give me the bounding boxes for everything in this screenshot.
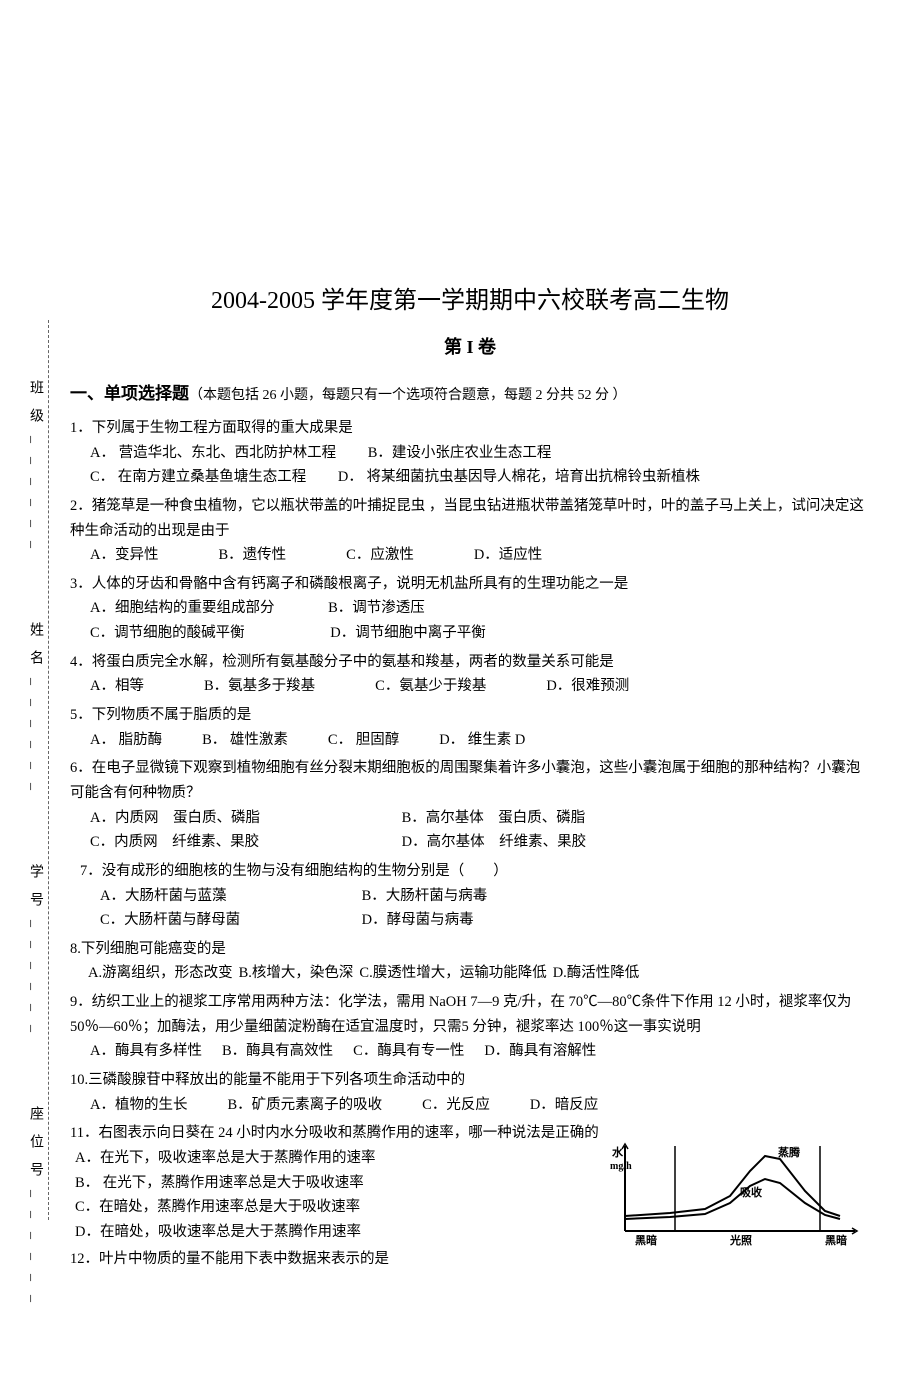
option-a: A．相等 — [90, 674, 144, 699]
option-c: C．大肠杆菌与酵母菌 — [100, 908, 330, 933]
option-a: A． 脂肪酶 — [90, 728, 162, 753]
option-c: C．在暗处，蒸腾作用速率总是大于吸收速率 — [75, 1195, 600, 1220]
option-d: D．暗反应 — [530, 1093, 598, 1118]
question-7: 7．没有成形的细胞核的生物与没有细胞结构的生物分别是（ ） A．大肠杆菌与蓝藻 … — [70, 859, 870, 933]
question-10: 10.三磷酸腺苷中释放出的能量不能用于下列各项生命活动中的 A．植物的生长 B．… — [70, 1068, 870, 1117]
option-b: B．氨基多于羧基 — [204, 674, 315, 699]
transpiration-chart: 水 mg/h 蒸腾 吸收 黑暗 光照 黑暗 — [610, 1141, 870, 1251]
option-a: A．酶具有多样性 — [90, 1039, 202, 1064]
question-stem: 6．在电子显微镜下观察到植物细胞有丝分裂末期细胞板的周围聚集着许多小囊泡，这些小… — [70, 756, 870, 805]
section-heading: 一、单项选择题（本题包括 26 小题，每题只有一个选项符合题意，每题 2 分共 … — [70, 379, 870, 404]
question-8: 8.下列细胞可能癌变的是 A.游离组织，形态改变 B.核增大，染色深 C.膜透性… — [70, 937, 870, 986]
option-b: B．大肠杆菌与病毒 — [362, 888, 488, 904]
option-d: D． 将某细菌抗虫基因导人棉花，培育出抗棉铃虫新植株 — [338, 469, 700, 485]
question-stem: 9．纺织工业上的褪浆工序常用两种方法：化学法，需用 NaOH 7—9 克/升，在… — [70, 990, 870, 1039]
option-b: B． 雄性激素 — [202, 728, 288, 753]
option-d: D．很难预测 — [546, 674, 629, 699]
option-b: B．矿质元素离子的吸收 — [227, 1093, 382, 1118]
exam-subtitle: 第 I 卷 — [70, 333, 870, 359]
option-a: A．在光下，吸收速率总是大于蒸腾作用的速率 — [75, 1146, 600, 1171]
option-a: A.游离组织，形态改变 — [88, 961, 233, 986]
option-a: A．大肠杆菌与蓝藻 — [100, 884, 330, 909]
option-d: D．酵母菌与病毒 — [362, 912, 474, 928]
xlabel-2: 黑暗 — [825, 1233, 847, 1247]
option-b: B．高尔基体 蛋白质、磷脂 — [402, 810, 586, 826]
section-note: （本题包括 26 小题，每题只有一个选项符合题意，每题 2 分共 52 分 ） — [189, 388, 627, 403]
question-stem: 1．下列属于生物工程方面取得的重大成果是 — [70, 416, 870, 441]
option-b: B． 在光下，蒸腾作用速率总是大于吸收速率 — [75, 1171, 600, 1196]
option-b: B.核增大，染色深 — [239, 961, 354, 986]
option-c: C．应激性 — [346, 543, 414, 568]
option-c: C.膜透性增大，运输功能降低 — [359, 961, 546, 986]
option-b: B．酶具有高效性 — [222, 1039, 333, 1064]
question-4: 4．将蛋白质完全水解，检测所有氨基酸分子中的氨基和羧基，两者的数量关系可能是 A… — [70, 650, 870, 699]
question-3: 3．人体的牙齿和骨骼中含有钙离子和磷酸根离子，说明无机盐所具有的生理功能之一是 … — [70, 572, 870, 646]
option-c: C．调节细胞的酸碱平衡 — [90, 625, 245, 641]
option-a: A．细胞结构的重要组成部分 — [90, 600, 274, 616]
exam-title: 2004-2005 学年度第一学期期中六校联考高二生物 — [70, 280, 870, 315]
question-stem: 3．人体的牙齿和骨骼中含有钙离子和磷酸根离子，说明无机盐所具有的生理功能之一是 — [70, 572, 870, 597]
option-b: B．建设小张庄农业生态工程 — [368, 445, 552, 461]
question-stem: 10.三磷酸腺苷中释放出的能量不能用于下列各项生命活动中的 — [70, 1068, 870, 1093]
option-a: A．植物的生长 — [90, 1093, 187, 1118]
option-d: D．酶具有溶解性 — [484, 1039, 596, 1064]
question-6: 6．在电子显微镜下观察到植物细胞有丝分裂末期细胞板的周围聚集着许多小囊泡，这些小… — [70, 756, 870, 855]
question-stem: 2．猪笼草是一种食虫植物，它以瓶状带盖的叶捕捉昆虫 ，当昆虫钻进瓶状带盖猪笼草叶… — [70, 494, 870, 543]
option-a: A． 营造华北、东北、西北防护林工程 — [90, 445, 336, 461]
option-c: C． 在南方建立桑基鱼塘生态工程 — [90, 469, 306, 485]
xlabel-1: 光照 — [729, 1233, 752, 1247]
option-d: D．调节细胞中离子平衡 — [330, 625, 485, 641]
option-d: D．高尔基体 纤维素、果胶 — [402, 834, 586, 850]
option-c: C．光反应 — [422, 1093, 490, 1118]
question-stem: 4．将蛋白质完全水解，检测所有氨基酸分子中的氨基和羧基，两者的数量关系可能是 — [70, 650, 870, 675]
option-a: A．内质网 蛋白质、磷脂 — [90, 806, 370, 831]
question-stem: 5．下列物质不属于脂质的是 — [70, 703, 870, 728]
question-stem: 8.下列细胞可能癌变的是 — [70, 937, 870, 962]
xlabel-0: 黑暗 — [635, 1233, 657, 1247]
question-11: 11．右图表示向日葵在 24 小时内水分吸收和蒸腾作用的速率，哪一种说法是正确的… — [70, 1121, 870, 1271]
option-d: D．适应性 — [474, 543, 542, 568]
question-9: 9．纺织工业上的褪浆工序常用两种方法：化学法，需用 NaOH 7—9 克/升，在… — [70, 990, 870, 1064]
option-a: A．变异性 — [90, 543, 158, 568]
option-c: C．酶具有专一性 — [353, 1039, 464, 1064]
question-5: 5．下列物质不属于脂质的是 A． 脂肪酶 B． 雄性激素 C． 胆固醇 D． 维… — [70, 703, 870, 752]
exam-page: 2004-2005 学年度第一学期期中六校联考高二生物 第 I 卷 一、单项选择… — [0, 0, 920, 1305]
question-2: 2．猪笼草是一种食虫植物，它以瓶状带盖的叶捕捉昆虫 ，当昆虫钻进瓶状带盖猪笼草叶… — [70, 494, 870, 568]
y-label-2: mg/h — [610, 1161, 632, 1172]
option-d: D． 维生素 D — [439, 728, 525, 753]
question-stem: 7．没有成形的细胞核的生物与没有细胞结构的生物分别是（ ） — [70, 859, 870, 884]
question-1: 1．下列属于生物工程方面取得的重大成果是 A． 营造华北、东北、西北防护林工程 … — [70, 416, 870, 490]
option-c: C． 胆固醇 — [328, 728, 399, 753]
label-absorption: 吸收 — [740, 1185, 762, 1199]
y-label-1: 水 — [612, 1145, 624, 1159]
option-b: B．调节渗透压 — [328, 600, 425, 616]
option-b: B．遗传性 — [218, 543, 286, 568]
option-d: D．在暗处，吸收速率总是大于蒸腾作用速率 — [75, 1220, 600, 1245]
question-12-stem: 12．叶片中物质的量不能用下表中数据来表示的是 — [70, 1247, 600, 1272]
option-c: C．内质网 纤维素、果胶 — [90, 830, 370, 855]
option-c: C．氨基少于羧基 — [375, 674, 486, 699]
option-d: D.酶活性降低 — [553, 961, 640, 986]
section-heading-text: 一、单项选择题 — [70, 384, 189, 403]
label-transpiration: 蒸腾 — [778, 1145, 801, 1159]
